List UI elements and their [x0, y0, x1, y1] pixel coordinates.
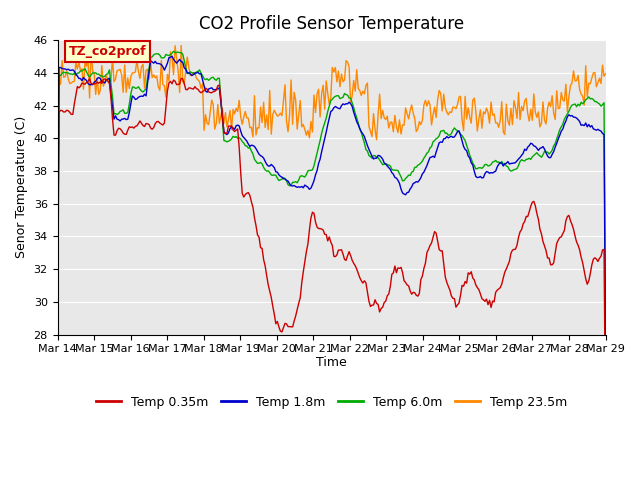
Temp 1.8m	[218, 114, 226, 120]
Temp 6.0m	[573, 104, 580, 109]
Temp 6.0m	[237, 136, 244, 142]
Temp 23.5m	[237, 114, 244, 120]
Temp 0.35m	[177, 75, 185, 81]
Temp 1.8m	[168, 53, 176, 59]
Temp 23.5m	[295, 111, 303, 117]
Temp 23.5m	[218, 106, 226, 111]
Text: TZ_co2prof: TZ_co2prof	[68, 45, 146, 58]
Y-axis label: Senor Temperature (C): Senor Temperature (C)	[15, 116, 28, 258]
Temp 1.8m	[54, 305, 61, 311]
Temp 6.0m	[218, 118, 226, 123]
Temp 1.8m	[121, 116, 129, 121]
Temp 1.8m	[237, 128, 244, 134]
Temp 0.35m	[237, 170, 244, 176]
Line: Temp 23.5m: Temp 23.5m	[58, 46, 605, 140]
Temp 0.35m	[602, 427, 609, 432]
Line: Temp 1.8m: Temp 1.8m	[58, 56, 605, 354]
Temp 0.35m	[218, 113, 226, 119]
Temp 0.35m	[295, 300, 303, 306]
Temp 0.35m	[246, 192, 253, 198]
Temp 1.8m	[295, 184, 303, 190]
Temp 6.0m	[121, 110, 129, 116]
Temp 23.5m	[372, 137, 380, 143]
Temp 1.8m	[246, 144, 253, 149]
Temp 1.8m	[573, 115, 580, 121]
Temp 23.5m	[54, 82, 61, 87]
Temp 1.8m	[602, 351, 609, 357]
Temp 0.35m	[54, 336, 61, 342]
Temp 6.0m	[295, 177, 303, 183]
X-axis label: Time: Time	[316, 356, 347, 369]
Temp 0.35m	[121, 131, 129, 137]
Title: CO2 Profile Sensor Temperature: CO2 Profile Sensor Temperature	[199, 15, 464, 33]
Line: Temp 0.35m: Temp 0.35m	[58, 78, 605, 430]
Temp 6.0m	[170, 48, 177, 54]
Temp 23.5m	[574, 72, 582, 78]
Temp 0.35m	[573, 239, 580, 245]
Temp 23.5m	[602, 71, 609, 77]
Line: Temp 6.0m: Temp 6.0m	[58, 51, 605, 332]
Temp 6.0m	[602, 329, 609, 335]
Temp 23.5m	[177, 43, 185, 48]
Temp 23.5m	[121, 62, 129, 68]
Temp 23.5m	[246, 125, 253, 131]
Temp 6.0m	[54, 312, 61, 317]
Legend: Temp 0.35m, Temp 1.8m, Temp 6.0m, Temp 23.5m: Temp 0.35m, Temp 1.8m, Temp 6.0m, Temp 2…	[91, 391, 572, 414]
Temp 6.0m	[246, 145, 253, 151]
